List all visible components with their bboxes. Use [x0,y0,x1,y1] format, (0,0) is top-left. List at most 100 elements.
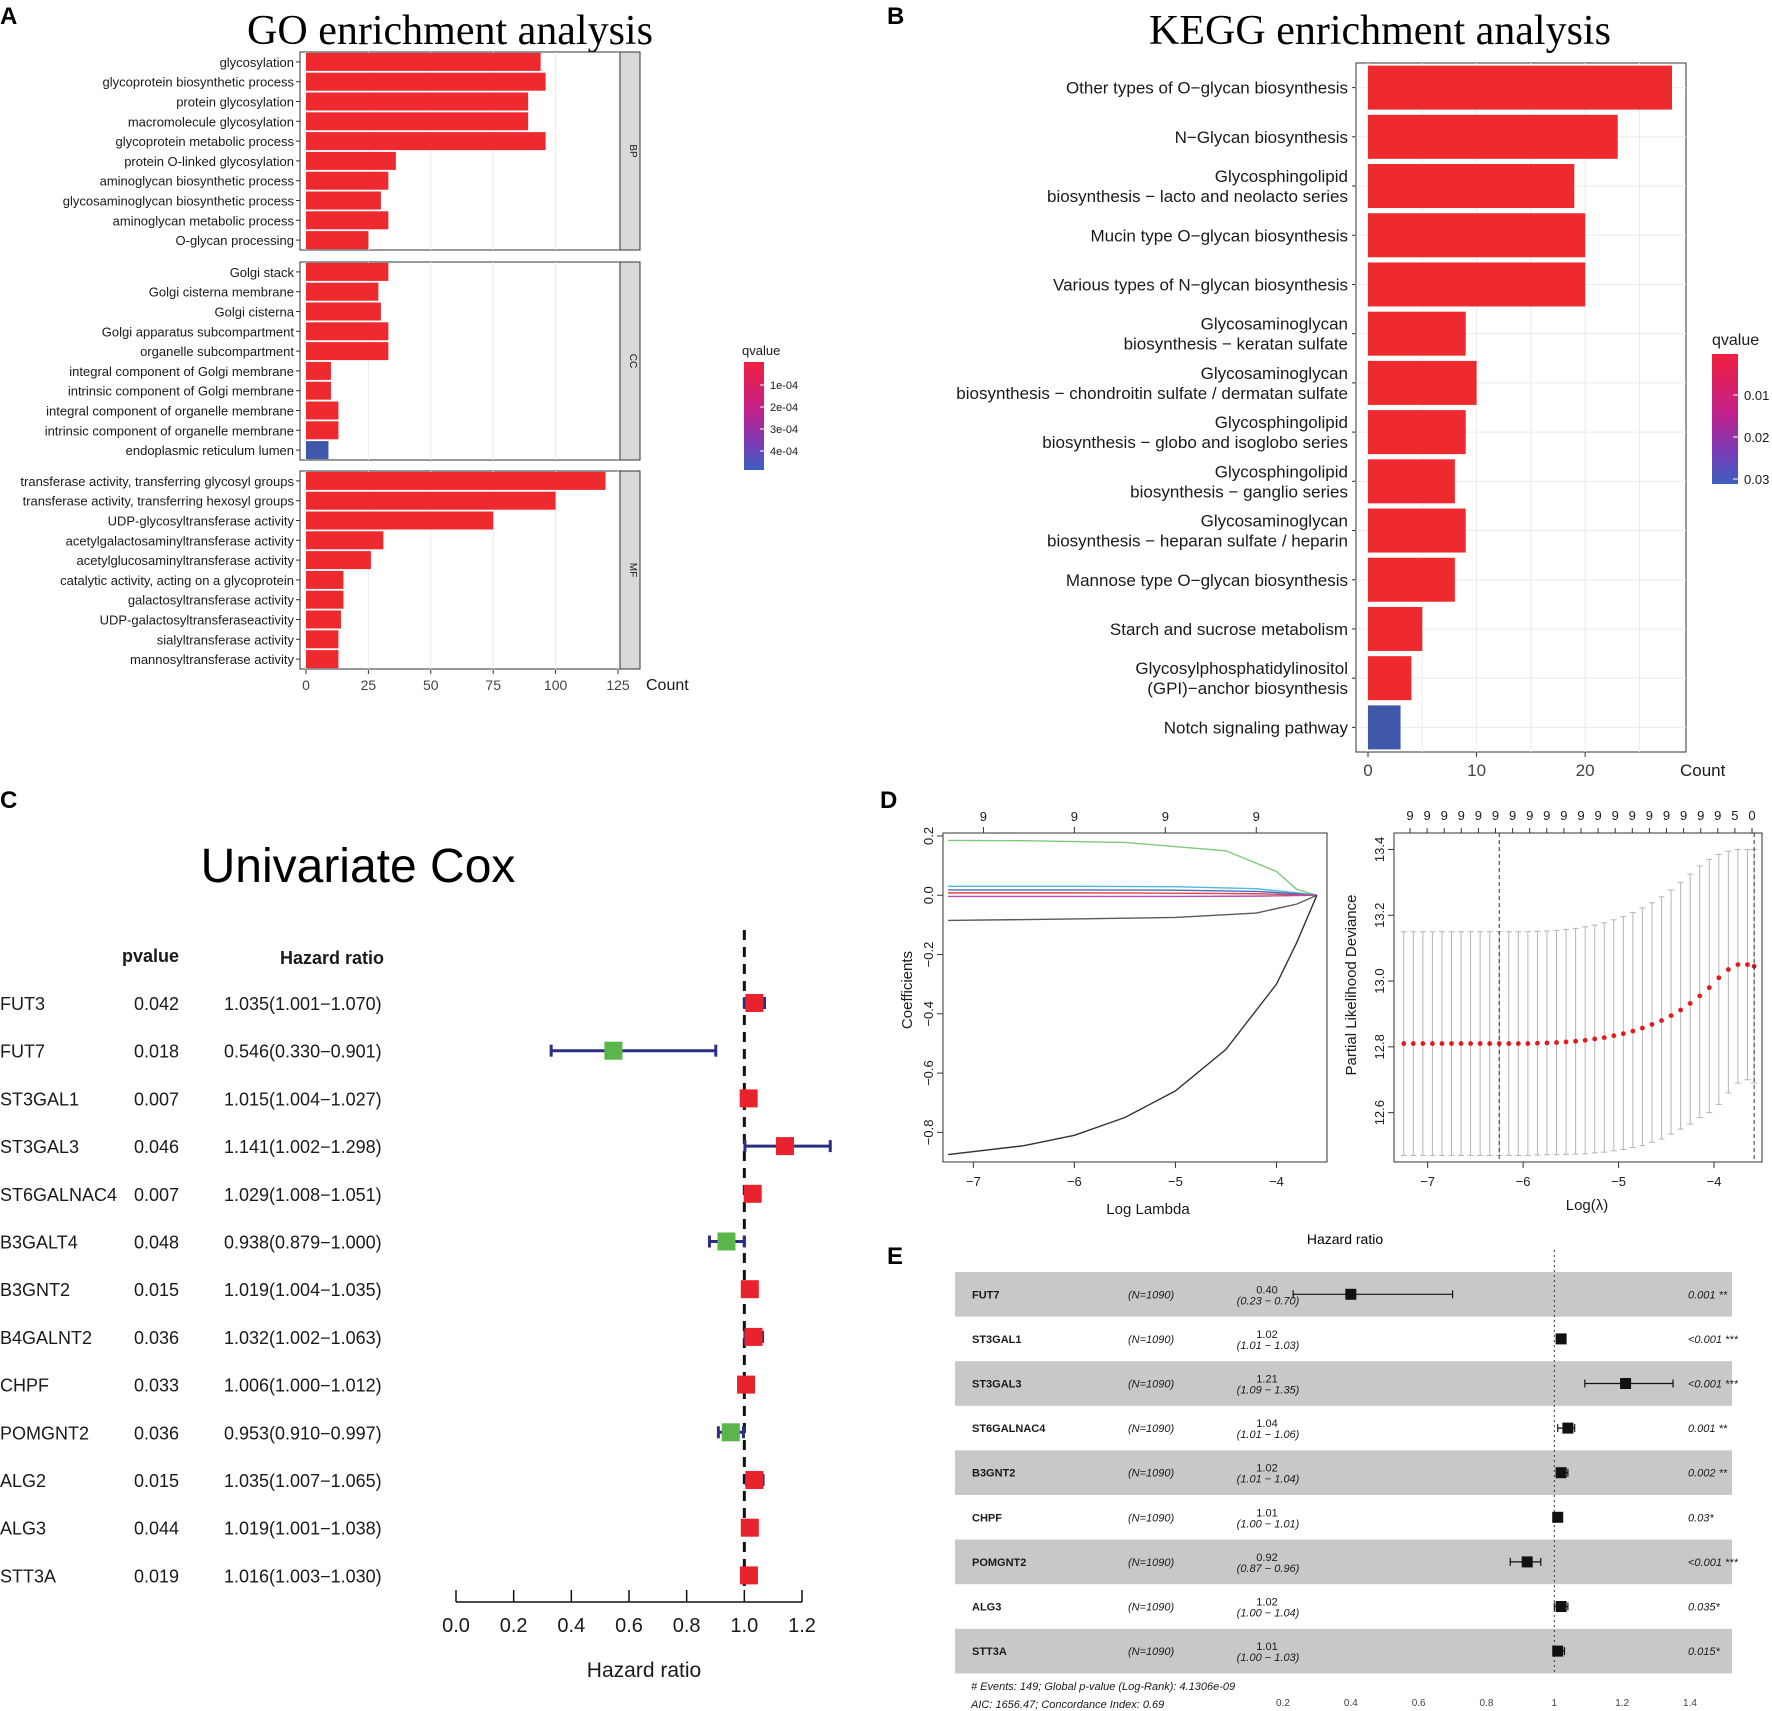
cv-point [1649,1022,1655,1027]
go-category-label: endoplasmic reticulum lumen [126,443,294,458]
go-category-label: acetylglucosaminyltransferase activity [77,553,295,568]
cv-top-tick-label: 9 [1629,808,1636,823]
multicox-hr-point [1345,1288,1357,1300]
cv-point [1620,1031,1626,1037]
multicox-hr-text: 1.01 [1256,1641,1277,1653]
multicox-p-text: 0.03* [1688,1512,1714,1524]
multicox-hr-text: 0.92 [1256,1552,1277,1564]
cv-top-tick-label: 9 [1680,808,1687,823]
go-facet-strip [619,261,641,461]
multicox-ci-text: (1.00 − 1.04) [1237,1608,1300,1620]
lasso-cv-chart: −7 −6 −5 −49 9 9 9 9 9 9 9 9 9 9 9 9 9 9 9 9 9 9 5 012.612.813.… [1343,808,1763,1214]
go-category-label: Golgi apparatus subcompartment [102,324,295,339]
go-x-tick-label: 75 [485,677,501,693]
cv-point [1410,1041,1416,1046]
multicox-gene-label: CHPF [972,1512,1002,1524]
kegg-legend-colorbar [1712,354,1738,484]
cv-y-axis-label: Partial Likelihood Deviance [1343,895,1360,1076]
cv-y-tick-label: 13.2 [1372,903,1387,928]
univariate-gene-label: ST3GAL3 [0,1137,79,1157]
univariate-x-tick-label: 0.2 [500,1615,528,1637]
kegg-category-label: Glycosylphosphatidylinositol [1135,659,1348,678]
multicox-ci-text: (1.00 − 1.01) [1237,1518,1300,1530]
cv-y-tick-label: 12.6 [1372,1100,1387,1125]
multicox-hr-text: 1.02 [1256,1329,1277,1341]
multicox-ci-text: (1.01 − 1.06) [1237,1429,1300,1441]
univariate-title: Univariate Cox [201,840,516,893]
univariate-hr-text: 0.953(0.910−0.997) [224,1423,382,1443]
multicox-gene-label: ST3GAL3 [972,1379,1022,1391]
coef-series-line [948,894,1318,922]
go-bar [306,52,541,71]
go-bar [306,551,371,570]
kegg-category-label: biosynthesis − heparan sulfate / heparin [1047,532,1348,551]
go-bar [306,531,384,550]
univariate-gene-label: ST3GAL1 [0,1089,79,1109]
cv-top-tick-label: 9 [1543,808,1550,823]
kegg-x-tick-label: 10 [1467,761,1486,780]
univariate-x-tick-label: 0.8 [673,1615,701,1637]
multicox-ci-text: (0.87 − 0.96) [1237,1563,1300,1575]
kegg-bar [1368,213,1586,258]
go-category-label: glycosaminoglycan biosynthetic process [63,194,295,209]
univariate-hr-point [739,1089,758,1108]
coef-y-tick-label: −0.6 [921,1060,936,1086]
univariate-hr-text: 0.546(0.330−0.901) [224,1042,382,1062]
kegg-bar [1368,114,1618,159]
multicox-hr-point [1552,1511,1564,1523]
multicox-hr-text: 1.01 [1256,1507,1277,1519]
cv-point [1449,1041,1454,1046]
multicox-p-text: 0.001 ** [1688,1423,1728,1435]
panel-letter-c: C [0,787,17,814]
kegg-title: KEGG enrichment analysis [1149,8,1611,54]
cv-point [1640,1025,1645,1031]
kegg-category-label: Mannose type O−glycan biosynthesis [1066,571,1348,590]
cv-y-tick-label: 12.8 [1372,1034,1387,1059]
coef-y-tick-label: −0.4 [921,1001,936,1027]
kegg-x-axis-label: Count [1680,761,1726,780]
go-enrichment-chart: BP glycosylation glycoprotein biosynthetic… [20,51,798,694]
multicox-ci-text: (1.01 − 1.04) [1237,1474,1300,1486]
univariate-hr-point [721,1423,740,1442]
univariate-pvalue: 0.015 [134,1280,179,1300]
univariate-pvalue: 0.036 [134,1423,179,1443]
go-legend-label: 1e-04 [770,380,798,392]
univariate-gene-label: FUT3 [0,994,45,1014]
go-category-label: glycoprotein metabolic process [116,134,295,149]
multicox-hr-text: 0.40 [1256,1284,1277,1296]
coef-series-line [948,885,1317,896]
go-category-label: aminoglycan biosynthetic process [100,174,295,189]
kegg-bar [1368,164,1575,209]
cv-point [1697,993,1703,999]
go-bar [306,650,339,669]
cv-point [1592,1036,1598,1042]
cv-point [1401,1041,1407,1046]
multicox-x-tick-label: 1 [1552,1698,1558,1709]
cv-top-tick-label: 9 [1714,808,1721,823]
go-bar [306,191,381,210]
go-bar [306,421,339,440]
univariate-hr-text: 1.035(1.007−1.065) [224,1471,382,1491]
univariate-hr-point [745,1471,764,1489]
go-bar [306,132,546,151]
univariate-gene-label: ALG2 [0,1471,46,1491]
go-strip-label: BP [627,144,638,158]
cv-top-tick-label: 9 [1509,808,1516,823]
cv-point [1725,967,1731,972]
kegg-category-label: Glycosaminoglycan [1201,512,1348,531]
cv-y-tick-label: 13.4 [1372,837,1387,862]
go-category-label: mannosyltransferase activity [130,652,295,667]
go-x-tick-label: 50 [423,677,439,693]
coef-top-tick-label: 9 [1071,809,1078,824]
multicox-n-text: (N=1090) [1128,1512,1175,1524]
coef-y-tick-label: 0.2 [921,827,936,845]
univariate-pvalue: 0.033 [134,1376,179,1396]
univariate-hr-point [745,994,764,1012]
cv-point [1563,1039,1569,1045]
go-category-label: intrinsic component of Golgi membrane [68,384,294,399]
cv-point [1554,1040,1559,1045]
multivariate-cox-forest: FUT7 (N=1090) 0.40(0.23 − 0.70) 0.001 ** ST3… [955,1250,1739,1711]
go-x-tick-label: 0 [302,677,310,693]
cv-top-tick-label: 9 [1526,808,1533,823]
